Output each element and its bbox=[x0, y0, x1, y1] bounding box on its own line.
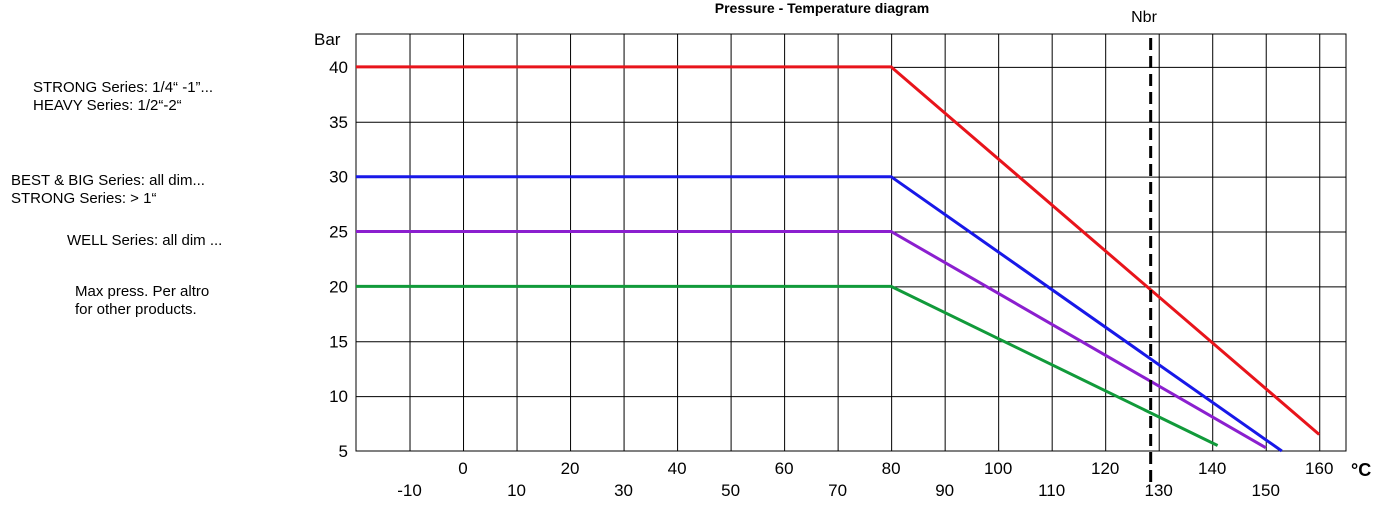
x-tick-label-lower: 90 bbox=[935, 481, 954, 500]
x-tick-label-lower: 30 bbox=[614, 481, 633, 500]
y-tick-label: 30 bbox=[329, 168, 348, 187]
x-tick-label-upper: 120 bbox=[1091, 459, 1119, 478]
reference-line-label: Nbr bbox=[1131, 9, 1157, 26]
label-strong-series: STRONG Series: 1/4“ -1”... bbox=[33, 79, 214, 96]
grid bbox=[355, 33, 1347, 452]
y-tick-label: 5 bbox=[339, 442, 348, 461]
series-line-3 bbox=[356, 230, 1267, 449]
y-tick-label: 10 bbox=[329, 387, 348, 406]
x-tick-label-upper: 100 bbox=[984, 459, 1012, 478]
x-tick-label-lower: 130 bbox=[1145, 481, 1173, 500]
series-line-1 bbox=[356, 65, 1321, 436]
label-strong-series-2: STRONG Series: > 1“ bbox=[11, 190, 157, 207]
label-well-series: WELL Series: all dim ... bbox=[67, 232, 223, 249]
plot-frame bbox=[355, 33, 1347, 452]
x-tick-label-lower: 10 bbox=[507, 481, 526, 500]
label-max-press-1: Max press. Per altro bbox=[75, 283, 210, 300]
y-tick-label: 40 bbox=[329, 58, 348, 77]
series-group bbox=[356, 65, 1321, 453]
x-tick-label-lower: -10 bbox=[397, 481, 422, 500]
x-tick-label-lower: 50 bbox=[721, 481, 740, 500]
x-tick-label-upper: 40 bbox=[668, 459, 687, 478]
y-tick-label: 15 bbox=[329, 332, 348, 351]
y-tick-label: 20 bbox=[329, 277, 348, 296]
x-tick-label-upper: 20 bbox=[561, 459, 580, 478]
series-line-2 bbox=[356, 175, 1283, 453]
x-tick-label-lower: 70 bbox=[828, 481, 847, 500]
label-max-press-2: for other products. bbox=[75, 301, 197, 318]
y-tick-label: 25 bbox=[329, 223, 348, 242]
x-axis-unit: °C bbox=[1351, 460, 1371, 480]
x-tick-label-lower: 110 bbox=[1038, 481, 1065, 500]
label-heavy-series: HEAVY Series: 1/2“-2“ bbox=[33, 97, 182, 114]
x-tick-label-upper: 140 bbox=[1198, 459, 1226, 478]
x-tick-label-lower: 150 bbox=[1252, 481, 1280, 500]
chart-title: Pressure - Temperature diagram bbox=[715, 0, 930, 16]
x-tick-label-upper: 160 bbox=[1305, 459, 1333, 478]
x-tick-label-upper: 80 bbox=[882, 459, 901, 478]
x-tick-label-upper: 0 bbox=[458, 459, 467, 478]
label-best-big-series: BEST & BIG Series: all dim... bbox=[11, 172, 205, 189]
y-tick-label: 35 bbox=[329, 113, 348, 132]
y-axis-label: Bar bbox=[314, 30, 341, 49]
x-tick-label-upper: 60 bbox=[775, 459, 794, 478]
series-line-4 bbox=[356, 284, 1219, 447]
